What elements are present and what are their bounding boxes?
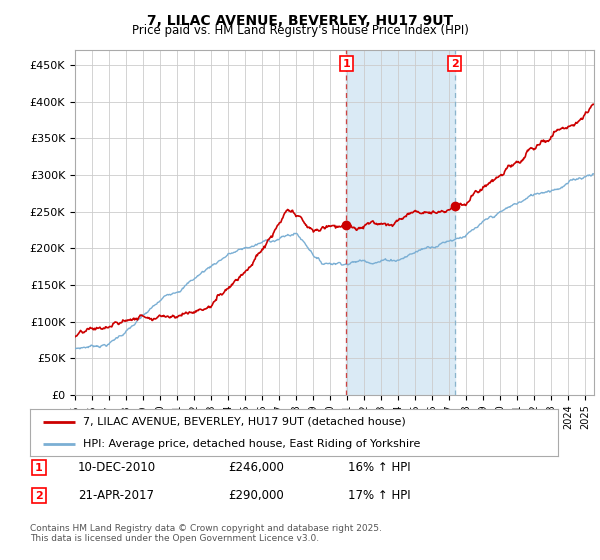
Bar bbox=[346, 50, 455, 395]
Text: 10-DEC-2010: 10-DEC-2010 bbox=[78, 461, 156, 474]
Text: £246,000: £246,000 bbox=[228, 461, 284, 474]
Text: 7, LILAC AVENUE, BEVERLEY, HU17 9UT (detached house): 7, LILAC AVENUE, BEVERLEY, HU17 9UT (det… bbox=[83, 417, 406, 427]
Text: 16% ↑ HPI: 16% ↑ HPI bbox=[348, 461, 410, 474]
Text: 17% ↑ HPI: 17% ↑ HPI bbox=[348, 489, 410, 502]
Text: Price paid vs. HM Land Registry's House Price Index (HPI): Price paid vs. HM Land Registry's House … bbox=[131, 24, 469, 37]
Text: HPI: Average price, detached house, East Riding of Yorkshire: HPI: Average price, detached house, East… bbox=[83, 438, 420, 449]
Text: 1: 1 bbox=[343, 59, 350, 68]
Text: 2: 2 bbox=[35, 491, 43, 501]
Text: £290,000: £290,000 bbox=[228, 489, 284, 502]
Text: 1: 1 bbox=[35, 463, 43, 473]
Text: Contains HM Land Registry data © Crown copyright and database right 2025.
This d: Contains HM Land Registry data © Crown c… bbox=[30, 524, 382, 543]
Text: 2: 2 bbox=[451, 59, 458, 68]
Text: 7, LILAC AVENUE, BEVERLEY, HU17 9UT: 7, LILAC AVENUE, BEVERLEY, HU17 9UT bbox=[147, 14, 453, 28]
Text: 21-APR-2017: 21-APR-2017 bbox=[78, 489, 154, 502]
